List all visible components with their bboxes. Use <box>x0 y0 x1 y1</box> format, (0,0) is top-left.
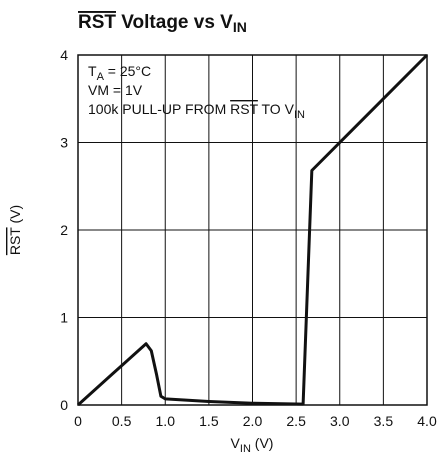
annotation-part: = 25°C <box>104 63 151 79</box>
annotation: TA = 25°C <box>88 63 151 83</box>
x-axis-label-part: (V) <box>251 435 274 451</box>
annotation-part: RST <box>230 101 258 117</box>
annotation-part: T <box>88 63 97 79</box>
y-tick-label: 0 <box>60 397 68 413</box>
x-tick-label: 4.0 <box>417 413 437 429</box>
annotation: 100k PULL-UP FROM RST TO VIN <box>88 101 305 121</box>
x-tick-label: 2.5 <box>286 413 306 429</box>
line-series <box>76 53 429 407</box>
y-tick-label: 2 <box>60 222 68 238</box>
x-tick-label: 2.0 <box>243 413 263 429</box>
x-tick-label: 0 <box>74 413 82 429</box>
annotation-part: VM = 1V <box>88 82 143 98</box>
annotation-part: 100k PULL-UP FROM <box>88 101 230 117</box>
y-tick-label: 4 <box>60 47 68 63</box>
x-axis-label: VIN (V) <box>231 435 274 455</box>
annotation: VM = 1V <box>88 82 143 98</box>
x-tick-label: 3.0 <box>330 413 350 429</box>
y-tick-label: 1 <box>60 310 68 326</box>
y-axis-label-part: RST <box>7 227 23 255</box>
y-axis-label: RST (V) <box>7 205 23 255</box>
chart-title-part: RST <box>78 12 116 33</box>
annotation-part: TO V <box>258 101 295 117</box>
x-tick-label: 1.0 <box>156 413 176 429</box>
chart-title-part: IN <box>233 19 247 35</box>
chart-title: RST Voltage vs VIN <box>78 12 247 35</box>
y-tick-label: 3 <box>60 135 68 151</box>
annotation-part: A <box>97 71 105 83</box>
annotation-part: IN <box>294 109 305 121</box>
x-axis-label-part: IN <box>240 443 251 455</box>
x-axis-label-part: V <box>231 435 241 451</box>
x-tick-label: 3.5 <box>374 413 394 429</box>
x-tick-label: 0.5 <box>112 413 132 429</box>
chart-title-part: Voltage vs V <box>116 12 233 33</box>
x-tick-label: 1.5 <box>199 413 219 429</box>
y-axis-label-part: (V) <box>7 205 23 228</box>
